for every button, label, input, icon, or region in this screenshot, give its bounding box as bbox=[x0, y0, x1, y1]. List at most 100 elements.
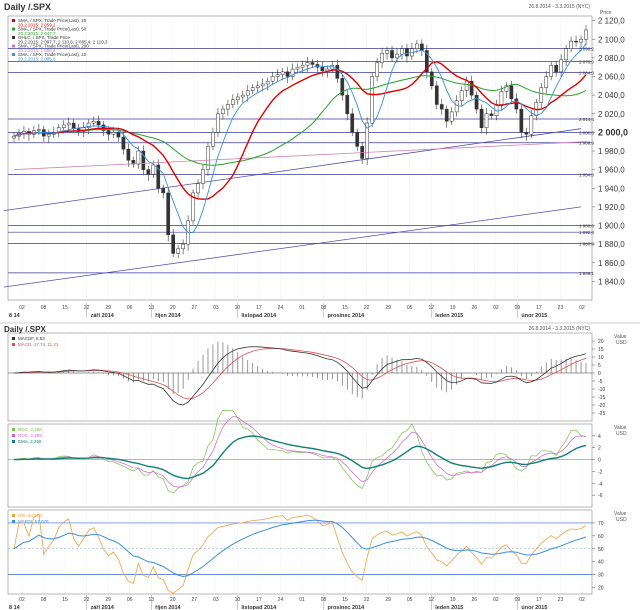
bottom-tick-label: 23 bbox=[558, 597, 564, 603]
level-label: 1 900,0 bbox=[579, 224, 595, 229]
candle-body bbox=[96, 120, 101, 126]
legend-swatch bbox=[12, 27, 15, 31]
price-legend: SMA, /.SPX, Trade Price(Last), 20 20.2.20… bbox=[12, 18, 108, 62]
ind-legend-text: ROC, 2,265 bbox=[18, 433, 42, 438]
bottom-month-label: 8 14 bbox=[9, 605, 21, 610]
top-tick-label: 17 bbox=[256, 305, 262, 311]
price-tick-label: 2 040,0 bbox=[598, 91, 625, 100]
top-tick-label: 08 bbox=[41, 305, 47, 311]
candle-body bbox=[395, 53, 399, 59]
candle-body bbox=[559, 59, 563, 73]
moving-average-lines bbox=[13, 43, 587, 233]
top-month-label: prosinec 2014 bbox=[328, 313, 366, 319]
candle-body bbox=[245, 90, 250, 96]
candle-body bbox=[544, 76, 549, 88]
ind-legend-text: EMA, 2,266 bbox=[18, 439, 42, 444]
bottom-tick-label: 15 bbox=[342, 597, 348, 603]
ind-legend-text: RSI, 64,574 bbox=[18, 513, 42, 518]
top-month-label: leden 2015 bbox=[435, 313, 463, 319]
bottom-month-label: listopad 2014 bbox=[241, 605, 277, 610]
ind-tick-label: 4 bbox=[598, 434, 601, 440]
ind-tick-label: 5 bbox=[598, 363, 601, 369]
candle-body bbox=[111, 132, 116, 135]
bottom-date-axis: 02 08 15 22 29 06 13 20 27 03 10 17 24 01 08 15 22 29 05 12… bbox=[9, 595, 585, 610]
price-tick-label: 1 860,0 bbox=[598, 259, 625, 268]
price-tick-label: 1 840,0 bbox=[598, 277, 625, 286]
candle-body bbox=[529, 115, 534, 135]
level-label: 2 064,3 bbox=[579, 71, 595, 76]
candle-body bbox=[499, 91, 504, 105]
candle-body bbox=[320, 66, 325, 72]
level-label: 2 000,0 bbox=[579, 130, 595, 135]
candle-body bbox=[489, 113, 494, 116]
ind-tick-label: 20 bbox=[598, 586, 604, 592]
sma50-line bbox=[13, 75, 587, 166]
candle-body bbox=[151, 164, 156, 175]
candle-body bbox=[335, 65, 340, 79]
candle-body bbox=[420, 43, 424, 51]
ind-tick-label: 0 bbox=[598, 458, 601, 464]
bottom-tick-label: 27 bbox=[192, 597, 198, 603]
top-tick-label: 15 bbox=[62, 305, 68, 311]
bottom-tick-label: 01 bbox=[299, 597, 305, 603]
top-month-label: říjen 2014 bbox=[155, 313, 181, 319]
legend-text: SMA, /.SPX, Trade Price(Last), 20 bbox=[18, 18, 87, 23]
candle-body bbox=[459, 90, 464, 101]
candle-body bbox=[275, 74, 280, 77]
ind-legend-swatch bbox=[12, 520, 15, 523]
rsi-ma-line bbox=[13, 519, 587, 578]
ind-tick-label: -4 bbox=[598, 481, 603, 487]
sma10-line bbox=[13, 43, 587, 233]
top-tick-label: 20 bbox=[170, 305, 176, 311]
candle-body bbox=[141, 150, 146, 170]
price-axis-unit: Price bbox=[600, 10, 612, 16]
bottom-month-label: září 2014 bbox=[91, 605, 115, 610]
candle-body bbox=[71, 122, 76, 129]
candle-body bbox=[464, 80, 469, 91]
ind-tick-label: 40 bbox=[598, 560, 604, 566]
candle-body bbox=[265, 80, 270, 85]
bottom-tick-label: 03 bbox=[213, 597, 219, 603]
candle-body bbox=[216, 113, 220, 133]
rsi-frame bbox=[7, 509, 593, 595]
top-tick-label: 02 bbox=[493, 305, 499, 311]
price-tick-label: 2 020,0 bbox=[598, 110, 625, 119]
bottom-tick-label: 17 bbox=[536, 597, 542, 603]
ind-legend-swatch bbox=[12, 343, 15, 346]
candle-body bbox=[166, 192, 171, 236]
macd-signal-line bbox=[13, 348, 587, 400]
legend-text: SMA, /.SPX, Trade Price(Last), 200 bbox=[18, 44, 89, 49]
candle-body bbox=[539, 87, 544, 103]
top-month-label: listopad 2014 bbox=[241, 313, 277, 319]
candle-body bbox=[519, 108, 524, 133]
candle-body bbox=[504, 85, 509, 92]
candle-body bbox=[444, 108, 449, 122]
bottom-tick-label: 02 bbox=[579, 597, 585, 603]
top-tick-label: 02 bbox=[579, 305, 585, 311]
ind-legend-swatch bbox=[12, 434, 15, 437]
candle-body bbox=[424, 50, 429, 73]
price-tick-label: 2 060,0 bbox=[598, 73, 625, 82]
legend-value: 20.2.2015: 1 988,4 bbox=[18, 48, 56, 53]
bottom-tick-label: 29 bbox=[385, 597, 391, 603]
candle-body bbox=[305, 62, 310, 66]
level-label: 1 954,8 bbox=[579, 172, 595, 177]
ind-legend-text: ROC, 2,268 bbox=[18, 427, 42, 432]
bottom-tick-label: 15 bbox=[62, 597, 68, 603]
candle-body bbox=[355, 132, 360, 147]
ind-tick-label: -5 bbox=[598, 379, 603, 385]
ind-legend-text: MACDF, 6,53 bbox=[18, 336, 45, 341]
candle-body bbox=[201, 169, 205, 184]
price-tick-label: 1 900,0 bbox=[598, 222, 625, 231]
ind-tick-label: 0 bbox=[598, 371, 601, 377]
candle-body bbox=[584, 29, 588, 40]
candle-body bbox=[375, 62, 379, 77]
top-tick-label: 19 bbox=[450, 305, 456, 311]
candle-body bbox=[12, 135, 16, 139]
top-tick-label: 29 bbox=[385, 305, 391, 311]
candle-body bbox=[221, 108, 225, 115]
candle-body bbox=[479, 108, 484, 128]
